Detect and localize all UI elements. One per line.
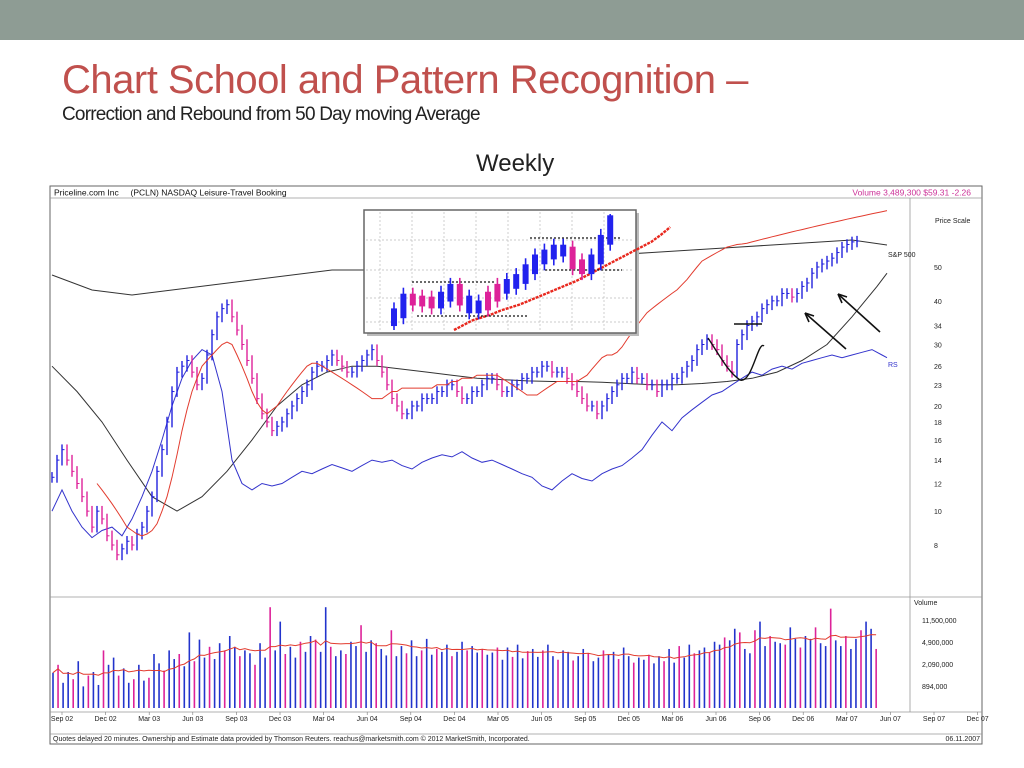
inset-candle-body [475, 300, 482, 314]
chart-header-right: Volume 3,489,300 $59.31 -2.26 [852, 188, 971, 198]
date-tick-label: Jun 03 [182, 716, 203, 723]
inset-zoom [363, 209, 671, 336]
inset-dotted-levels [412, 237, 622, 317]
annotation-arrows [804, 293, 881, 350]
price-tick-label: 23 [934, 383, 942, 390]
footer-date: 06.11.2007 [945, 736, 980, 743]
inset-candle-body [409, 293, 416, 306]
date-tick-label: Sep 05 [574, 716, 596, 723]
date-tick-label: Dec 02 [95, 716, 117, 723]
date-tick-label: Mar 07 [836, 716, 858, 723]
date-tick-label: Dec 03 [269, 716, 291, 723]
chart-header-left: Priceline.com Inc (PCLN) NASDAQ Leisure-… [54, 188, 287, 198]
inset-candle-body [607, 215, 614, 245]
inset-candle-body [541, 249, 548, 265]
date-tick-label: Dec 06 [792, 716, 814, 723]
arrow-1-head [804, 312, 815, 323]
sp500-label: S&P 500 [888, 252, 916, 259]
inset-candle-body [419, 295, 426, 307]
price-tick-label: 20 [934, 404, 942, 411]
inset-candle-body [485, 291, 491, 311]
price-tick-labels: 50 40 34 30 26 23 20 18 16 14 12 10 8 [934, 265, 942, 550]
date-tick-label: Sep 06 [749, 716, 771, 723]
date-tick-label: Sep 02 [51, 716, 73, 723]
inset-candle-body [579, 259, 585, 275]
price-tick-label: 12 [934, 481, 942, 488]
price-tick-label: 40 [934, 299, 942, 306]
inset-candle-body [569, 246, 576, 270]
inset-candle-body [494, 283, 501, 302]
ma10-line [96, 210, 888, 537]
cup-sketch [707, 337, 765, 381]
price-tick-label: 10 [934, 509, 942, 516]
inset-candle-body [428, 296, 435, 309]
inset-candle-body [560, 244, 567, 257]
volume-bars [52, 607, 877, 708]
slide-top-bar [0, 0, 1024, 40]
slide-subtitle: Correction and Rebound from 50 Day movin… [62, 104, 481, 125]
date-tick-label: Sep 03 [225, 716, 247, 723]
inset-candle-body [588, 254, 595, 275]
date-tick-label: Sep 04 [400, 716, 422, 723]
price-tick-label: 26 [934, 364, 942, 371]
price-bars [51, 235, 860, 561]
date-tick-label: Dec 04 [443, 716, 465, 723]
inset-candle-body [391, 308, 397, 327]
volume-tick-label: 2,090,000 [922, 662, 953, 669]
date-tick-label: Mar 04 [313, 716, 335, 723]
inset-candle-body [447, 283, 454, 302]
inset-candle-body [503, 279, 510, 294]
rs-label: RS [888, 362, 898, 369]
arrow-1 [804, 312, 847, 350]
volume-tick-label: 4,900,000 [922, 640, 953, 647]
arrow-2-head [837, 293, 848, 304]
annotation-curve [707, 323, 765, 381]
volume-label: Volume [914, 600, 937, 607]
inset-candle-body [456, 283, 463, 306]
footer-left: Quotes delayed 20 minutes. Ownership and… [53, 735, 530, 743]
timeframe-label: Weekly [476, 150, 555, 177]
inset-candle-body [522, 264, 529, 284]
price-tick-label: 8 [934, 543, 938, 550]
inset-moving-average [453, 226, 671, 332]
date-tick-label: Jun 07 [880, 716, 901, 723]
price-tick-label: 30 [934, 342, 942, 349]
inset-candle-body [532, 254, 538, 275]
inset-candle-body [438, 291, 444, 309]
volume-tick-labels: 11,500,000 4,900,000 2,090,000 894,000 [922, 618, 957, 691]
inset-candles [391, 214, 614, 330]
price-tick-label: 14 [934, 458, 942, 465]
date-tick-label: Jun 05 [531, 716, 552, 723]
price-tick-label: 50 [934, 265, 942, 272]
date-tick-label: Jun 06 [705, 716, 726, 723]
inset-candle-body [597, 234, 604, 265]
volume-moving-average [52, 634, 877, 676]
date-tick-label: Jun 04 [357, 716, 378, 723]
date-tick-label: Mar 06 [662, 716, 684, 723]
volume-tick-label: 894,000 [922, 684, 947, 691]
price-tick-label: 16 [934, 438, 942, 445]
price-tick-label: 34 [934, 324, 942, 331]
volume-tick-label: 11,500,000 [922, 618, 957, 625]
inset-candle-body [513, 274, 520, 289]
date-tick-label: Mar 05 [487, 716, 509, 723]
inset-candle-body [550, 244, 557, 260]
arrow-2 [837, 293, 881, 333]
ma40-line [51, 272, 888, 512]
price-tick-label: 18 [934, 420, 942, 427]
slide-title: Chart School and Pattern Recognition – [62, 58, 748, 102]
inset-candle-body [400, 293, 407, 319]
inset-candle-body [466, 295, 473, 314]
date-tick-label: Sep 07 [923, 716, 945, 723]
date-tick-label: Dec 05 [618, 716, 640, 723]
date-tick-labels: Sep 02 Dec 02 Mar 03 Jun 03 Sep 03 Dec 03 Mar … [51, 712, 989, 723]
date-tick-label: Mar 03 [138, 716, 160, 723]
price-scale-label: Price Scale [935, 218, 971, 225]
date-tick-label: Dec 07 [967, 716, 989, 723]
